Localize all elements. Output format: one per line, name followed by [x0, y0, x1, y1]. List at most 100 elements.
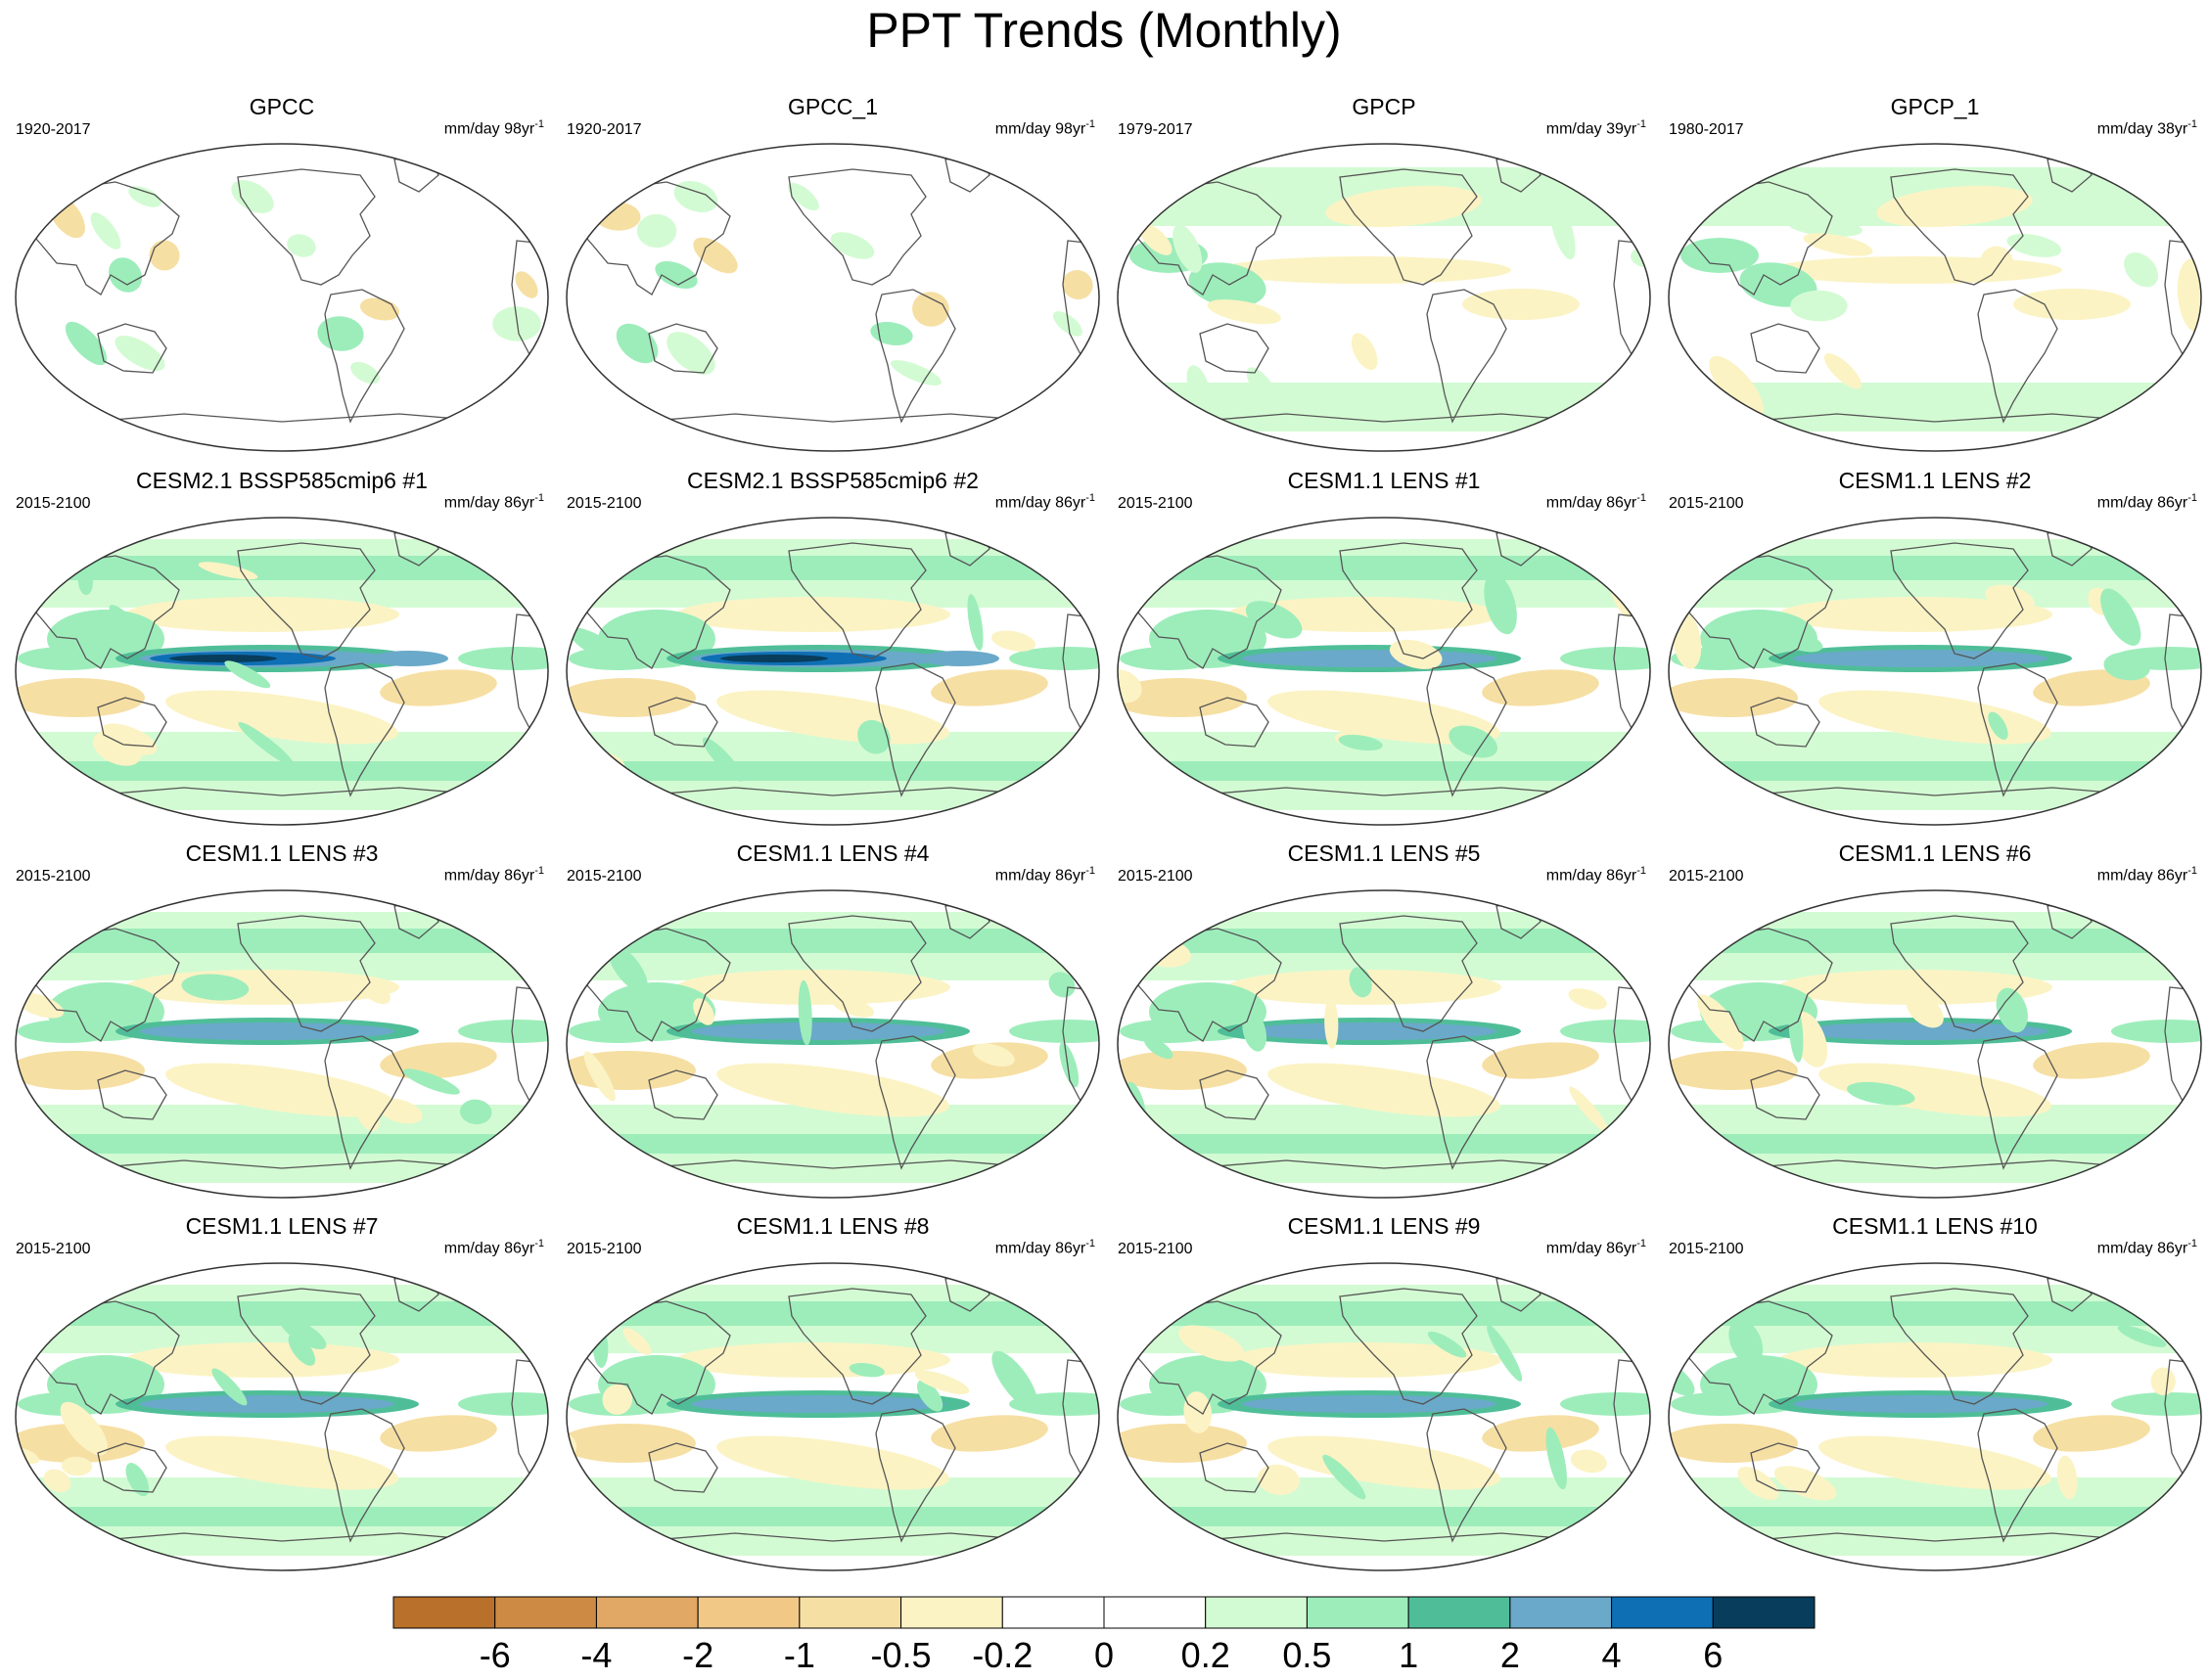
trend-band-arctic [567, 929, 1099, 953]
units-exponent: -1 [534, 492, 544, 504]
units-text: mm/day 39yr [1545, 120, 1637, 138]
trend-wet-indian [569, 1020, 667, 1043]
coast-antarctica [1168, 413, 1620, 425]
trend-wet-indian [18, 647, 115, 670]
coast-australia [97, 697, 167, 748]
colorbar-tick-label: -2 [682, 1635, 714, 1675]
trend-band-southern-ocean [1118, 1134, 1650, 1154]
trend-patch-4 [198, 562, 258, 580]
coast-north-america [788, 915, 927, 1032]
coast-antarctica [617, 1159, 1069, 1171]
units-exponent: -1 [534, 1238, 544, 1249]
coast-north-america [788, 1288, 927, 1405]
map-outline [566, 1262, 1100, 1571]
map-panel: CESM1.1 LENS #10 2015-2100 mm/day 86yr-1 [1661, 1212, 2208, 1576]
coast-asia [26, 181, 180, 295]
map-panel: CESM2.1 BSSP585cmip6 #2 2015-2100 mm/day 8… [559, 467, 1107, 831]
trend-patch-2 [990, 630, 1036, 652]
map-outline [1117, 143, 1651, 452]
trend-patch-2 [1257, 1464, 1300, 1495]
trend-patch-0 [2056, 1455, 2078, 1500]
coast-antarctica [1168, 1159, 1620, 1171]
map-model [1117, 1262, 1651, 1571]
trend-patch-2 [1118, 362, 1131, 400]
trend-patch-5 [569, 627, 623, 663]
trend-dry-north-subtropics [676, 1342, 950, 1378]
trend-patch-2 [353, 1088, 381, 1132]
trend-band-southern-ocean [1118, 761, 1650, 781]
trend-wet-indian [18, 1020, 115, 1043]
panel-period: 2015-2100 [16, 1241, 91, 1257]
units-exponent: -1 [2187, 865, 2197, 877]
panel-period: 2015-2100 [1669, 1241, 1744, 1257]
trend-dry-north-subtropics [1778, 1342, 2052, 1378]
trend-patch-0 [60, 1401, 108, 1456]
units-text: mm/day 86yr [994, 1240, 1086, 1257]
trend-patch-6 [536, 727, 548, 752]
trend-patch-5 [287, 234, 316, 257]
trend-patch-4 [602, 1384, 633, 1415]
coast-australia [1199, 1069, 1269, 1120]
trend-dry-south-atlantic [1482, 1042, 1599, 1079]
panel-title: CESM1.1 LENS #3 [185, 840, 379, 866]
panel-title: CESM1.1 LENS #6 [1838, 840, 2032, 866]
coast-asia [26, 555, 180, 669]
coast-australia [1750, 1069, 1820, 1120]
units-exponent: -1 [1636, 118, 1646, 130]
map-panel: GPCC_1 1920-2017 mm/day 98yr-1 [559, 93, 1107, 457]
panel-units: mm/day 86yr-1 [1546, 488, 1646, 513]
trend-dry-north-subtropics [676, 970, 950, 1005]
map-obs_land [566, 143, 1100, 452]
units-text: mm/day 86yr [443, 494, 535, 512]
trend-band-southern-ocean [16, 1507, 548, 1526]
trend-patch-3 [1728, 1319, 1764, 1365]
trend-patch-9 [616, 323, 659, 364]
colorbar-bin [697, 1596, 801, 1629]
panel-units: mm/day 86yr-1 [995, 1234, 1095, 1258]
trend-patch-7 [2117, 1325, 2167, 1347]
coast-south-america [324, 1035, 405, 1170]
coast-asia [1128, 555, 1282, 669]
coast-south-america [1977, 1035, 2058, 1170]
trend-patch-4 [1773, 1466, 1837, 1501]
trend-dry-north-subtropics [125, 597, 399, 632]
trend-band-arctic [1118, 929, 1650, 953]
trend-patch-4 [2164, 1129, 2199, 1149]
trend-band-arctic [16, 556, 548, 580]
panel-units: mm/day 98yr-1 [995, 114, 1095, 139]
panel-period: 1979-2017 [1118, 121, 1193, 138]
coast-asia [577, 555, 731, 669]
panel-units: mm/day 38yr-1 [2097, 114, 2197, 139]
coast-australia [1750, 323, 1820, 374]
units-text: mm/day 86yr [2096, 494, 2188, 512]
trend-dry-south-atlantic [2033, 1042, 2150, 1079]
trend-wet-east-pacific [370, 651, 448, 666]
trend-patch-4 [149, 240, 180, 271]
units-exponent: -1 [2187, 118, 2197, 130]
map-panel: CESM1.1 LENS #9 2015-2100 mm/day 86yr-1 [1110, 1212, 1658, 1576]
trend-patch-5 [1781, 632, 1823, 653]
colorbar-bin [1306, 1596, 1409, 1629]
trend-dry-south-pacific [1818, 1435, 2051, 1490]
panel-units: mm/day 86yr-1 [444, 488, 544, 513]
panel-units: mm/day 86yr-1 [995, 488, 1095, 513]
map-outline [1668, 889, 2202, 1199]
trend-patch-7 [211, 1368, 248, 1406]
map-panel: CESM1.1 LENS #6 2015-2100 mm/day 86yr-1 [1661, 840, 2208, 1203]
units-exponent: -1 [1636, 865, 1646, 877]
map-outline [1668, 143, 2202, 452]
trend-patch-3 [1173, 224, 1203, 273]
units-exponent: -1 [1085, 1238, 1095, 1249]
trend-dry-north-subtropics [676, 597, 950, 632]
trend-patch-1 [857, 719, 891, 754]
coast-antarctica [1719, 1532, 2171, 1544]
trend-dry-south-atlantic [1482, 669, 1599, 706]
trend-patch-7 [1059, 1042, 1080, 1088]
trend-band-arctic [16, 929, 548, 953]
map-outline [566, 889, 1100, 1199]
trend-patch-1 [280, 1317, 327, 1350]
trend-patch-2 [914, 1370, 970, 1394]
units-text: mm/day 86yr [443, 1240, 535, 1257]
coast-asia [1128, 1300, 1282, 1415]
trend-patch-4 [1389, 639, 1443, 669]
